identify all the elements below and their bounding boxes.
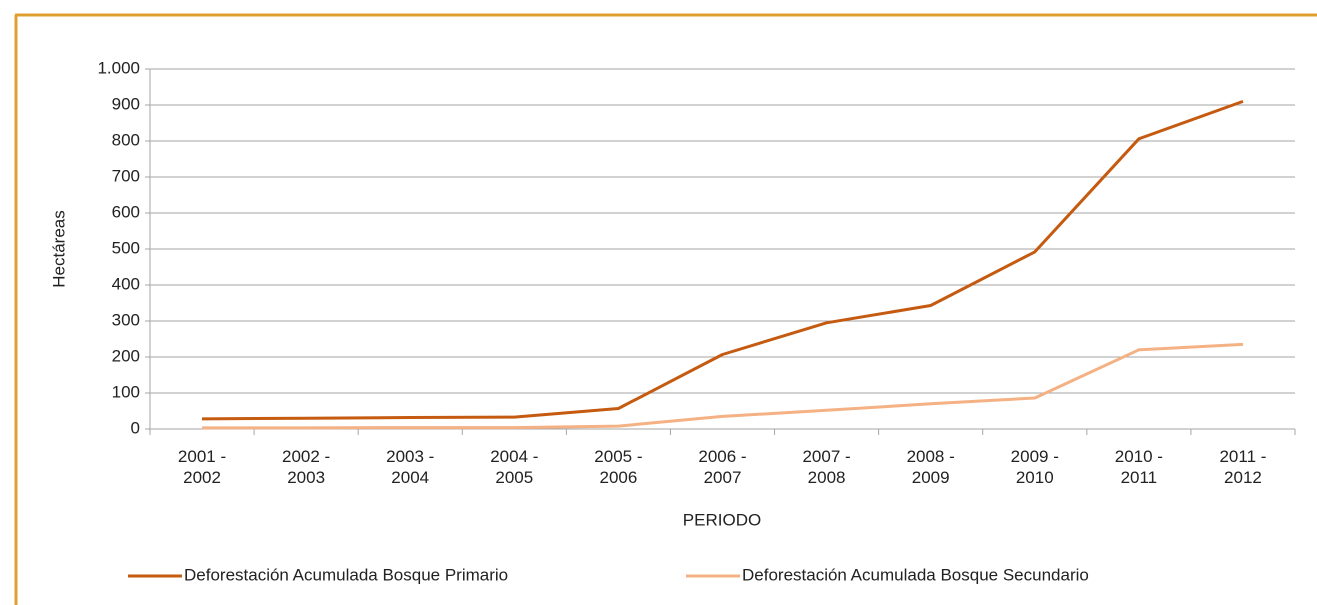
y-tick-label: 800 <box>112 130 140 149</box>
y-tick-label: 600 <box>112 202 140 221</box>
x-tick-label: 2011 - 2012 <box>1219 447 1267 487</box>
y-tick-label: 100 <box>112 382 140 401</box>
x-tick-label: 2002 - 2003 <box>282 447 331 487</box>
series-line <box>202 342 1244 430</box>
series-line <box>201 99 1244 421</box>
x-tick-label: 2007 - 2008 <box>802 447 851 487</box>
x-tick-label: 2001 - 2002 <box>177 447 227 487</box>
x-tick-label: 2006 - 2007 <box>698 447 747 487</box>
y-tick-label: 200 <box>112 346 140 365</box>
x-tick-label: 2009 - 2010 <box>1010 447 1059 487</box>
x-tick-label: 2010 - 2011 <box>1114 447 1163 487</box>
x-tick-label: 2008 - 2009 <box>906 447 955 487</box>
x-tick-label: 2003 - 2004 <box>386 447 435 487</box>
y-tick-label: 300 <box>112 310 140 329</box>
legend-label: Deforestación Acumulada Bosque Secundari… <box>742 565 1089 584</box>
y-axis-title: Hectáreas <box>49 210 68 287</box>
y-tick-label: 500 <box>112 238 140 257</box>
legend-label: Deforestación Acumulada Bosque Primario <box>184 565 508 584</box>
x-axis-title: PERIODO <box>683 510 761 529</box>
x-tick-label: 2004 - 2005 <box>490 447 539 487</box>
y-tick-label: 700 <box>112 166 140 185</box>
y-tick-label: 900 <box>112 94 140 113</box>
y-tick-label: 1.000 <box>97 58 140 77</box>
y-tick-label: 0 <box>131 418 140 437</box>
x-tick-label: 2005 - 2006 <box>594 447 643 487</box>
y-tick-label: 400 <box>112 274 140 293</box>
